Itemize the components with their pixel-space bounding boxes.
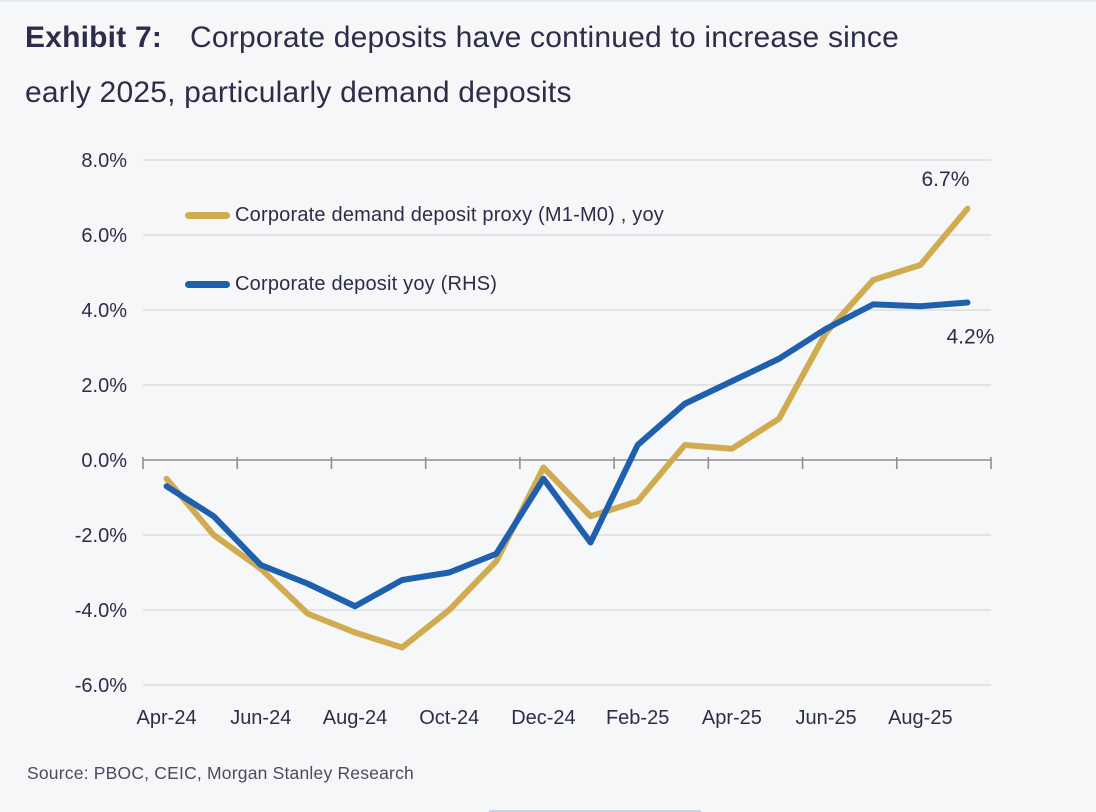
- exhibit-number: Exhibit 7:: [25, 21, 163, 54]
- x-axis-tick-label: Aug-24: [323, 707, 388, 729]
- y-axis-tick-label: 8.0%: [81, 150, 127, 172]
- y-axis-tick-label: -4.0%: [75, 600, 127, 622]
- legend-label-corporate-deposit: Corporate deposit yoy (RHS): [235, 272, 498, 295]
- exhibit-title: Exhibit 7: Corporate deposits have contin…: [25, 10, 1045, 120]
- exhibit-title-line1: Corporate deposits have continued to inc…: [190, 21, 899, 54]
- bottom-divider: [489, 810, 701, 812]
- y-axis-tick-label: 4.0%: [81, 300, 127, 322]
- chart-legend: Corporate demand deposit proxy (M1-M0) ,…: [185, 203, 664, 341]
- y-axis-tick-label: 2.0%: [81, 375, 127, 397]
- corporate-deposit-line: [163, 299, 971, 610]
- legend-item-corporate-deposit: Corporate deposit yoy (RHS): [185, 272, 664, 296]
- legend-item-demand-deposit-proxy: Corporate demand deposit proxy (M1-M0) ,…: [185, 203, 664, 227]
- x-axis-tick-label: Jun-25: [796, 707, 857, 729]
- x-axis-tick-label: Jun-24: [230, 707, 291, 729]
- y-axis-tick-label: 6.0%: [81, 225, 127, 247]
- gold-line-legend-marker: [185, 211, 230, 219]
- x-axis-tick-label: Apr-24: [137, 707, 197, 729]
- y-axis-tick-label: 0.0%: [81, 450, 127, 472]
- blue-line-legend-marker: [185, 280, 230, 288]
- legend-label-demand-deposit-proxy: Corporate demand deposit proxy (M1-M0) ,…: [235, 203, 664, 226]
- series-end-value-label: 6.7%: [922, 168, 970, 191]
- y-axis-tick-label: -2.0%: [75, 525, 127, 547]
- y-axis-tick-label: -6.0%: [75, 675, 127, 697]
- x-axis-tick-label: Dec-24: [511, 707, 575, 729]
- source-note: Source: PBOC, CEIC, Morgan Stanley Resea…: [27, 763, 414, 783]
- series-end-value-label: 4.2%: [947, 326, 995, 349]
- top-divider: [0, 0, 1096, 2]
- x-axis-tick-label: Aug-25: [888, 707, 953, 729]
- x-axis-tick-label: Oct-24: [419, 707, 479, 729]
- x-axis-tick-label: Feb-25: [606, 707, 669, 729]
- exhibit-title-line2: early 2025, particularly demand deposits: [25, 76, 572, 109]
- x-axis-tick-label: Apr-25: [702, 707, 762, 729]
